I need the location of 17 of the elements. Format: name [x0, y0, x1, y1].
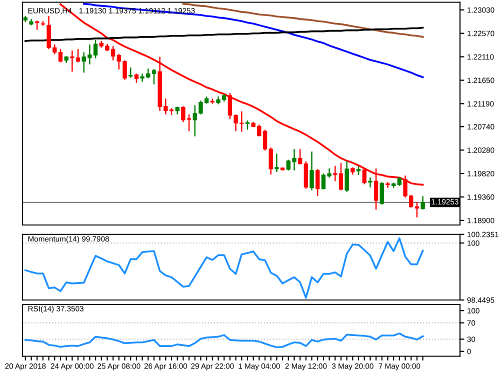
candlestick	[245, 120, 250, 130]
candlestick	[356, 165, 361, 176]
candlestick	[316, 168, 320, 197]
candlestick	[134, 72, 139, 84]
candlestick	[298, 148, 302, 165]
candlestick	[344, 160, 349, 192]
line-series	[24, 237, 424, 299]
candlestick	[274, 153, 279, 173]
candlestick	[368, 176, 372, 188]
candlestick	[128, 66, 133, 78]
candlestick	[420, 196, 425, 210]
candlestick	[386, 182, 390, 188]
candlestick	[304, 160, 308, 190]
candlestick	[380, 182, 384, 206]
candlestick	[35, 20, 40, 30]
candlestick	[310, 150, 314, 191]
line-series	[24, 332, 424, 348]
